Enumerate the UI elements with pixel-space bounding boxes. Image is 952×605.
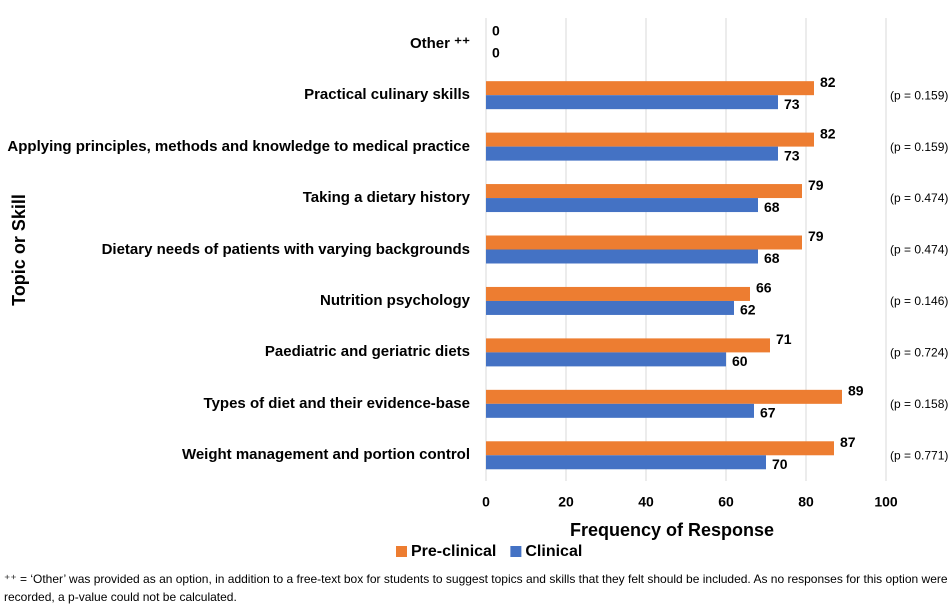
value-label: 89 xyxy=(848,383,864,399)
p-value: (p = 0.474) xyxy=(890,191,948,205)
value-label: 82 xyxy=(820,125,836,141)
bar xyxy=(486,198,758,213)
bar xyxy=(486,146,778,161)
bar xyxy=(486,403,754,418)
value-label: 73 xyxy=(784,147,800,163)
x-tick-label: 0 xyxy=(482,494,490,510)
legend-swatch xyxy=(396,546,407,557)
bar xyxy=(486,81,814,96)
p-value: (p = 0.146) xyxy=(890,294,948,308)
bar xyxy=(486,184,802,199)
legend-swatch xyxy=(510,546,522,557)
value-label: 68 xyxy=(764,250,780,266)
x-tick-label: 40 xyxy=(638,494,654,510)
y-tick-label: Taking a dietary history xyxy=(302,189,470,207)
value-label: 82 xyxy=(820,74,836,90)
legend-label: Clinical xyxy=(525,543,582,560)
y-tick-label: Weight management and portion control xyxy=(181,446,470,464)
value-label: 71 xyxy=(776,331,792,347)
bar xyxy=(486,441,834,456)
p-value: (p = 0.158) xyxy=(890,397,948,411)
value-label: 79 xyxy=(808,228,824,244)
p-value: (p = 0.771) xyxy=(890,448,948,462)
y-tick-label: Paediatric and geriatric diets xyxy=(264,343,470,361)
y-tick-label: Nutrition psychology xyxy=(320,291,470,309)
footnote: ⁺⁺ = ‘Other’ was provided as an option, … xyxy=(4,572,948,604)
value-label: 0 xyxy=(492,22,500,38)
value-label: 68 xyxy=(764,199,780,215)
bar xyxy=(486,286,750,301)
x-tick-label: 20 xyxy=(558,494,574,510)
value-label: 79 xyxy=(808,177,824,193)
value-label: 62 xyxy=(740,302,756,318)
bar xyxy=(486,300,734,315)
value-label: 70 xyxy=(772,456,788,472)
bar xyxy=(486,132,814,147)
y-tick-label: Practical culinary skills xyxy=(304,86,470,104)
value-label: 60 xyxy=(732,353,748,369)
y-axis-label: Topic or Skill xyxy=(9,194,29,306)
y-tick-label: Other ⁺⁺ xyxy=(409,34,470,52)
bar xyxy=(486,455,766,470)
value-label: 87 xyxy=(840,434,856,450)
bar xyxy=(486,389,842,404)
bar xyxy=(486,95,778,110)
legend-label: Pre-clinical xyxy=(411,543,496,560)
y-tick-label: Types of diet and their evidence-base xyxy=(203,394,470,412)
p-value: (p = 0.159) xyxy=(890,140,948,154)
bar xyxy=(486,235,802,250)
x-tick-label: 60 xyxy=(718,494,734,510)
p-value: (p = 0.474) xyxy=(890,243,948,257)
value-label: 67 xyxy=(760,405,776,421)
y-tick-label: Dietary needs of patients with varying b… xyxy=(101,240,470,258)
x-tick-label: 80 xyxy=(798,494,814,510)
bar xyxy=(486,249,758,264)
x-tick-label: 100 xyxy=(874,494,898,510)
p-value: (p = 0.724) xyxy=(890,346,948,360)
bar xyxy=(486,338,770,353)
y-tick-label: Applying principles, methods and knowled… xyxy=(7,137,470,155)
bar xyxy=(486,352,726,367)
value-label: 73 xyxy=(784,96,800,112)
x-axis-label: Frequency of Response xyxy=(570,520,774,540)
p-value: (p = 0.159) xyxy=(890,88,948,102)
value-label: 0 xyxy=(492,44,500,60)
value-label: 66 xyxy=(756,280,772,296)
